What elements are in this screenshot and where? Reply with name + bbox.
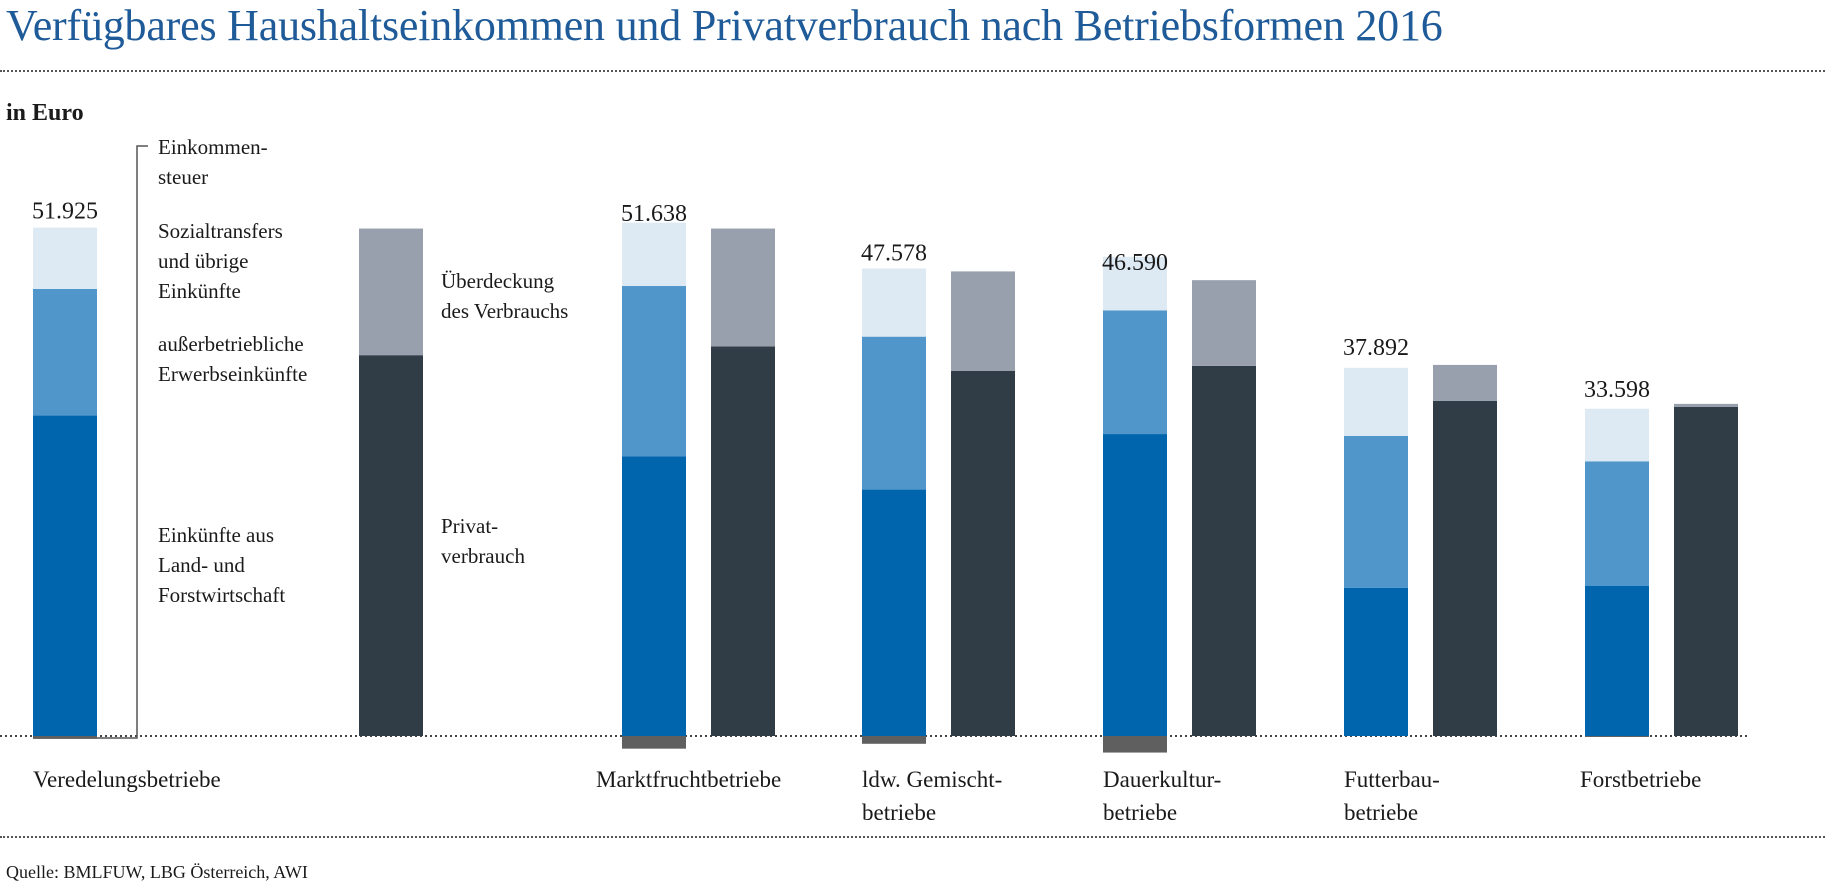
bar-sozialtransfers — [33, 227, 97, 289]
total-label: 51.925 — [32, 198, 98, 224]
total-label: 37.892 — [1343, 335, 1409, 361]
bar-einkommensteuer — [622, 736, 686, 749]
total-label: 46.590 — [1102, 250, 1168, 276]
bar-ausserbetrieblich — [1103, 310, 1167, 435]
legend-einkommensteuer: Einkommen- — [158, 135, 268, 159]
bar-ueberdeckung — [711, 228, 775, 347]
category-label: betriebe — [1103, 800, 1177, 825]
bar-privatverbrauch — [951, 370, 1015, 736]
bar-einkommensteuer — [1103, 736, 1167, 753]
chart-title: Verfügbares Haushaltseinkommen und Priva… — [6, 1, 1443, 50]
bar-sozialtransfers — [1344, 367, 1408, 437]
bar-einkommensteuer — [1585, 736, 1649, 737]
unit-label: in Euro — [6, 100, 84, 126]
category-label: Marktfruchtbetriebe — [596, 767, 781, 792]
bar-land_forst — [1103, 434, 1167, 736]
bar-einkommensteuer — [862, 736, 926, 744]
category-label: Forstbetriebe — [1580, 767, 1701, 792]
category-label: Dauerkultur- — [1103, 767, 1221, 792]
bar-sozialtransfers — [1585, 408, 1649, 462]
legend-einkommensteuer: steuer — [158, 165, 208, 189]
total-label: 47.578 — [861, 241, 927, 267]
footer-divider — [0, 836, 1825, 838]
legend-land-forst: Einkünfte aus — [158, 523, 274, 547]
legend-connector — [97, 145, 148, 739]
legend-privatverbrauch: verbrauch — [441, 544, 525, 568]
legend-sozialtransfers: Sozialtransfers — [158, 219, 283, 243]
category-label: betriebe — [862, 800, 936, 825]
legend-ueberdeckung: Überdeckung — [441, 269, 555, 293]
bar-sozialtransfers — [862, 268, 926, 337]
bar-land_forst — [1344, 587, 1408, 736]
bar-sozialtransfers — [1103, 256, 1167, 311]
bar-land_forst — [1585, 586, 1649, 736]
bar-ausserbetrieblich — [622, 286, 686, 457]
bar-privatverbrauch — [1433, 400, 1497, 736]
category-label: ldw. Gemischt- — [862, 767, 1002, 792]
total-label: 33.598 — [1584, 377, 1650, 403]
bar-ausserbetrieblich — [1344, 436, 1408, 588]
bar-land_forst — [33, 415, 97, 736]
bar-ausserbetrieblich — [33, 288, 97, 416]
bar-privatverbrauch — [1674, 406, 1738, 736]
bar-einkommensteuer — [33, 736, 97, 739]
legend-ausserbetrieblich: Erwerbseinkünfte — [158, 362, 307, 386]
category-label: betriebe — [1344, 800, 1418, 825]
legend-sozialtransfers: und übrige — [158, 249, 248, 273]
legend-privatverbrauch: Privat- — [441, 514, 498, 538]
legend-land-forst: Land- und — [158, 553, 245, 577]
bar-land_forst — [862, 489, 926, 736]
category-label: Veredelungsbetriebe — [33, 767, 221, 792]
legend-ausserbetrieblich: außerbetriebliche — [158, 332, 304, 356]
bar-ueberdeckung — [1192, 280, 1256, 366]
bar-privatverbrauch — [1192, 365, 1256, 736]
legend-land-forst: Forstwirtschaft — [158, 583, 285, 607]
bar-sozialtransfers — [622, 222, 686, 287]
source-note: Quelle: BMLFUW, LBG Österreich, AWI — [6, 862, 308, 882]
title-divider — [0, 70, 1825, 72]
bar-ausserbetrieblich — [862, 336, 926, 490]
bar-ueberdeckung — [951, 271, 1015, 371]
bar-privatverbrauch — [711, 346, 775, 736]
category-label: Futterbau- — [1344, 767, 1440, 792]
bar-land_forst — [622, 456, 686, 736]
legend-ueberdeckung: des Verbrauchs — [441, 299, 568, 323]
bar-ueberdeckung — [1433, 364, 1497, 401]
legend-sozialtransfers: Einkünfte — [158, 279, 241, 303]
bar-privatverbrauch — [359, 355, 423, 736]
total-label: 51.638 — [621, 201, 687, 227]
bar-ausserbetrieblich — [1585, 461, 1649, 587]
bar-ueberdeckung — [359, 228, 423, 356]
bar-ueberdeckung — [1674, 403, 1738, 407]
